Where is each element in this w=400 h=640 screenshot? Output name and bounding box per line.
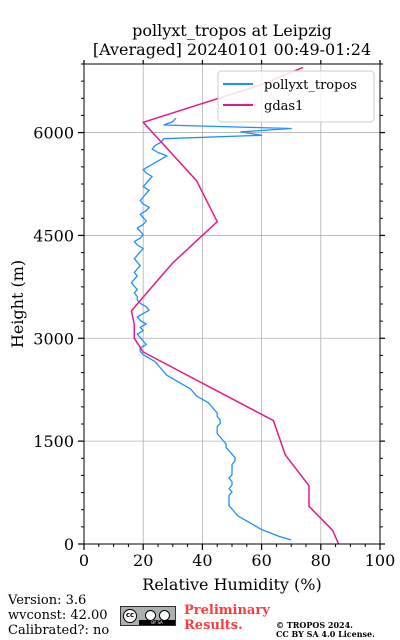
preliminary-line2: Results. (184, 618, 243, 633)
x-tick-label: 80 (311, 551, 331, 570)
grid-layer (84, 64, 380, 544)
cc-license-icon: cc BY SA (120, 606, 176, 626)
preliminary-line1: Preliminary (184, 603, 270, 618)
legend: pollyxt_tropos gdas1 (217, 70, 375, 123)
series-layer (130, 66, 340, 544)
x-tick-label: 100 (365, 551, 396, 570)
series-line-pollyxt_tropos (130, 117, 292, 541)
x-tick-label: 20 (133, 551, 153, 570)
x-tick-label: 0 (79, 551, 89, 570)
version-text: Version: 3.6 (8, 593, 87, 608)
chart-title-line2: [Averaged] 20240101 00:49-01:24 (92, 40, 372, 59)
y-tick-label: 3000 (33, 329, 74, 348)
x-axis-label: Relative Humidity (%) (142, 575, 321, 594)
copyright-line1: © TROPOS 2024. (276, 620, 353, 630)
chart-title-line1: pollyxt_tropos at Leipzig (132, 21, 332, 40)
y-tick-label: 1500 (33, 432, 74, 451)
legend-box (217, 70, 375, 123)
y-tick-label: 6000 (33, 124, 74, 143)
copyright-line2: CC BY SA 4.0 License. (276, 629, 375, 639)
x-tick-label: 60 (251, 551, 271, 570)
y-tick-label: 4500 (33, 226, 74, 245)
tick-layer: 0 20 40 60 80 100 0 1500 3000 4500 6000 (33, 60, 395, 570)
wvconst-text: wvconst: 42.00 (8, 608, 108, 623)
y-axis-label: Height (m) (8, 260, 27, 348)
legend-label-gdas1: gdas1 (264, 99, 303, 114)
series-line-gdas1 (130, 66, 340, 544)
y-tick-label: 0 (64, 535, 74, 554)
x-tick-label: 40 (192, 551, 212, 570)
legend-label-pollyxt: pollyxt_tropos (264, 78, 357, 93)
calibrated-text: Calibrated?: no (8, 623, 110, 638)
